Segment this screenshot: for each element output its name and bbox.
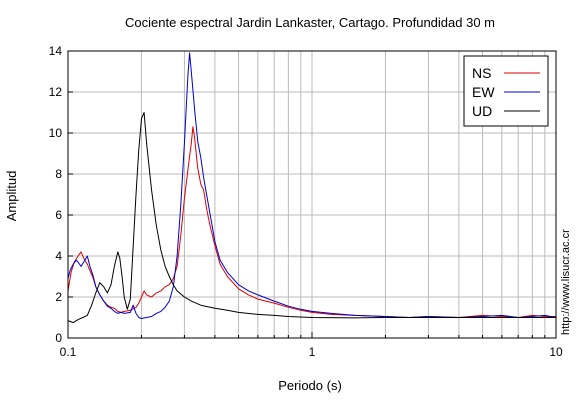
x-axis-label: Periodo (s) <box>278 378 342 393</box>
x-tick-label: 0.1 <box>60 345 77 359</box>
y-tick-label: 10 <box>49 126 63 140</box>
y-tick-label: 2 <box>55 290 62 304</box>
series-line-ew <box>67 52 557 319</box>
x-tick-label: 1 <box>309 345 316 359</box>
y-tick-label: 8 <box>55 167 62 181</box>
legend-box <box>463 55 549 127</box>
series-lines <box>67 52 557 324</box>
x-tick-label: 10 <box>549 345 563 359</box>
axis-ticks: 0.1 1 10 0 2 4 6 8 10 12 14 <box>49 44 563 359</box>
legend-label-ew: EW <box>472 84 495 100</box>
chart-title: Cociente espectral Jardin Lankaster, Car… <box>125 15 495 30</box>
y-tick-label: 4 <box>55 249 62 263</box>
legend-label-ud: UD <box>472 103 492 119</box>
y-tick-label: 12 <box>49 85 63 99</box>
y-tick-label: 6 <box>55 208 62 222</box>
y-axis-label: Amplitud <box>4 171 19 222</box>
legend: NS EW UD <box>463 55 549 127</box>
series-line-ud <box>67 112 556 324</box>
side-note-url: http://www.lisucr.ac.cr <box>560 229 572 335</box>
legend-label-ns: NS <box>472 65 491 81</box>
y-tick-label: 0 <box>55 331 62 345</box>
y-tick-label: 14 <box>49 44 63 58</box>
